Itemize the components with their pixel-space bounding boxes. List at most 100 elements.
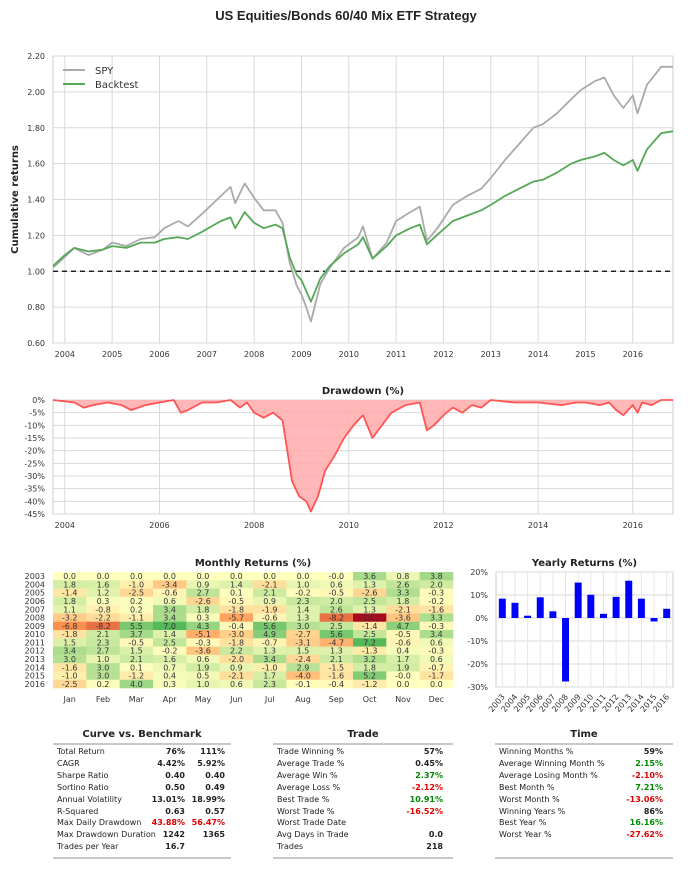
monthly-cell-value: 0.6	[230, 680, 243, 689]
yearly-ytick-label: 20%	[470, 568, 488, 577]
monthly-cell	[219, 613, 254, 623]
trade-stats-label: Average Trade %	[277, 758, 345, 768]
monthly-cell	[286, 630, 320, 639]
monthly-cell-value: 1.2	[97, 589, 110, 598]
monthly-cell	[253, 654, 287, 664]
time-stats-label: Worst Year %	[499, 830, 552, 840]
monthly-cell-value: 3.0	[297, 622, 310, 631]
monthly-cell	[419, 572, 454, 581]
monthly-cell-value: 0.3	[163, 680, 176, 689]
monthly-cell-value: 1.8	[63, 597, 76, 606]
monthly-column-label: Jun	[229, 695, 243, 704]
monthly-cell-value: -0.2	[429, 597, 445, 606]
monthly-cell-value: 0.1	[130, 663, 143, 672]
monthly-cell-value: 1.6	[97, 580, 110, 589]
yearly-bar	[574, 582, 582, 618]
monthly-column-label: Sep	[329, 695, 344, 704]
monthly-cell	[119, 605, 154, 614]
monthly-cell	[319, 630, 354, 639]
monthly-cell-value: 0.0	[163, 572, 176, 581]
monthly-cell	[386, 663, 420, 672]
monthly-cell	[219, 572, 254, 581]
yearly-bar	[599, 613, 607, 618]
monthly-row-label: 2008	[25, 614, 45, 623]
trade-stats-label: Trades	[277, 842, 304, 852]
monthly-cell-value: 4.9	[263, 630, 276, 639]
monthly-cell	[219, 621, 254, 631]
monthly-column-label: Aug	[295, 695, 311, 704]
monthly-cell-value: -2.1	[229, 672, 245, 681]
time-stats-row: Winning Months % 59%	[499, 746, 673, 758]
time-stats-label: Best Year %	[499, 818, 547, 828]
monthly-cell	[386, 613, 420, 623]
monthly-cell-value: 0.0	[197, 572, 210, 581]
page-title: US Equities/Bonds 60/40 Mix ETF Strategy	[215, 8, 477, 23]
curve-stats-label: Sortino Ratio	[57, 782, 109, 792]
monthly-cell-value: -0.5	[129, 638, 145, 647]
monthly-column-label: Feb	[96, 695, 110, 704]
monthly-row-label: 2005	[25, 589, 45, 598]
time-stats-label: Winning Years %	[499, 806, 566, 816]
time-stats-row: Best Year % 16.16%	[499, 817, 673, 829]
cumulative-xtick-label: 2014	[528, 350, 548, 359]
monthly-row-label: 2012	[25, 647, 45, 656]
monthly-cell	[119, 621, 154, 631]
trade-stats-value: 10.91%	[409, 794, 443, 804]
drawdown-ytick-label: -45%	[24, 510, 45, 519]
trade-stats-title: Trade	[347, 729, 379, 740]
trade-stats-value: 218	[426, 842, 443, 852]
monthly-column-label: Jan	[62, 695, 75, 704]
yearly-ytick-label: -20%	[467, 660, 488, 669]
time-stats-value: -27.62%	[626, 830, 663, 840]
monthly-cell-value: -0.7	[429, 663, 445, 672]
monthly-cell-value: -1.0	[262, 663, 278, 672]
monthly-cell-value: -1.2	[129, 672, 145, 681]
time-stats-row: Average Winning Month % 2.15%	[499, 758, 673, 770]
cumulative-ytick-label: 1.20	[27, 231, 45, 240]
cumulative-xtick-label: 2007	[197, 350, 217, 359]
monthly-cell	[419, 638, 454, 647]
monthly-cell	[319, 638, 354, 647]
monthly-cell-value: 0.0	[130, 572, 143, 581]
monthly-cell	[153, 638, 187, 647]
monthly-cell	[53, 638, 87, 647]
monthly-cell-value: -0.8	[95, 605, 111, 614]
drawdown-ytick-label: -40%	[24, 497, 45, 506]
monthly-cell-value: -4.7	[329, 638, 345, 647]
monthly-cell	[219, 646, 254, 656]
cumulative-xtick-label: 2011	[386, 350, 406, 359]
monthly-cell-value: -0.3	[195, 638, 211, 647]
monthly-cell-value: 0.6	[163, 597, 176, 606]
monthly-cell	[86, 580, 120, 589]
monthly-cell	[53, 646, 87, 656]
cumulative-xtick-label: 2006	[149, 350, 169, 359]
monthly-cell	[86, 613, 120, 623]
curve-stats-top-rule	[53, 743, 231, 745]
monthly-cell	[119, 663, 154, 672]
monthly-cell	[119, 646, 154, 656]
monthly-cell	[353, 596, 387, 606]
monthly-cell-value: -1.3	[362, 647, 378, 656]
monthly-column-label: Mar	[129, 695, 145, 704]
drawdown-title: Drawdown (%)	[322, 386, 404, 397]
drawdown-plot-area	[52, 399, 674, 515]
monthly-cell	[219, 663, 254, 672]
monthly-cell	[119, 613, 154, 623]
monthly-cell	[386, 572, 420, 581]
monthly-cell	[186, 646, 220, 656]
monthly-cell	[186, 679, 220, 689]
monthly-cell	[119, 580, 154, 589]
curve-stats-label: Annual Volatility	[57, 794, 122, 804]
monthly-cell	[419, 646, 454, 656]
cumulative-ytick-label: 2.20	[27, 52, 45, 61]
monthly-cell	[353, 654, 387, 664]
monthly-cell-value: -1.2	[362, 680, 378, 689]
monthly-cell-value: -0.6	[262, 614, 278, 623]
monthly-cell-value: 0.6	[430, 638, 443, 647]
time-stats-label: Average Losing Month %	[499, 770, 598, 780]
monthly-cell-value: 1.1	[63, 605, 76, 614]
monthly-cell	[253, 679, 287, 689]
monthly-cell-value: 2.1	[330, 655, 343, 664]
monthly-cell-value: 1.0	[297, 580, 310, 589]
monthly-cell	[353, 580, 387, 589]
